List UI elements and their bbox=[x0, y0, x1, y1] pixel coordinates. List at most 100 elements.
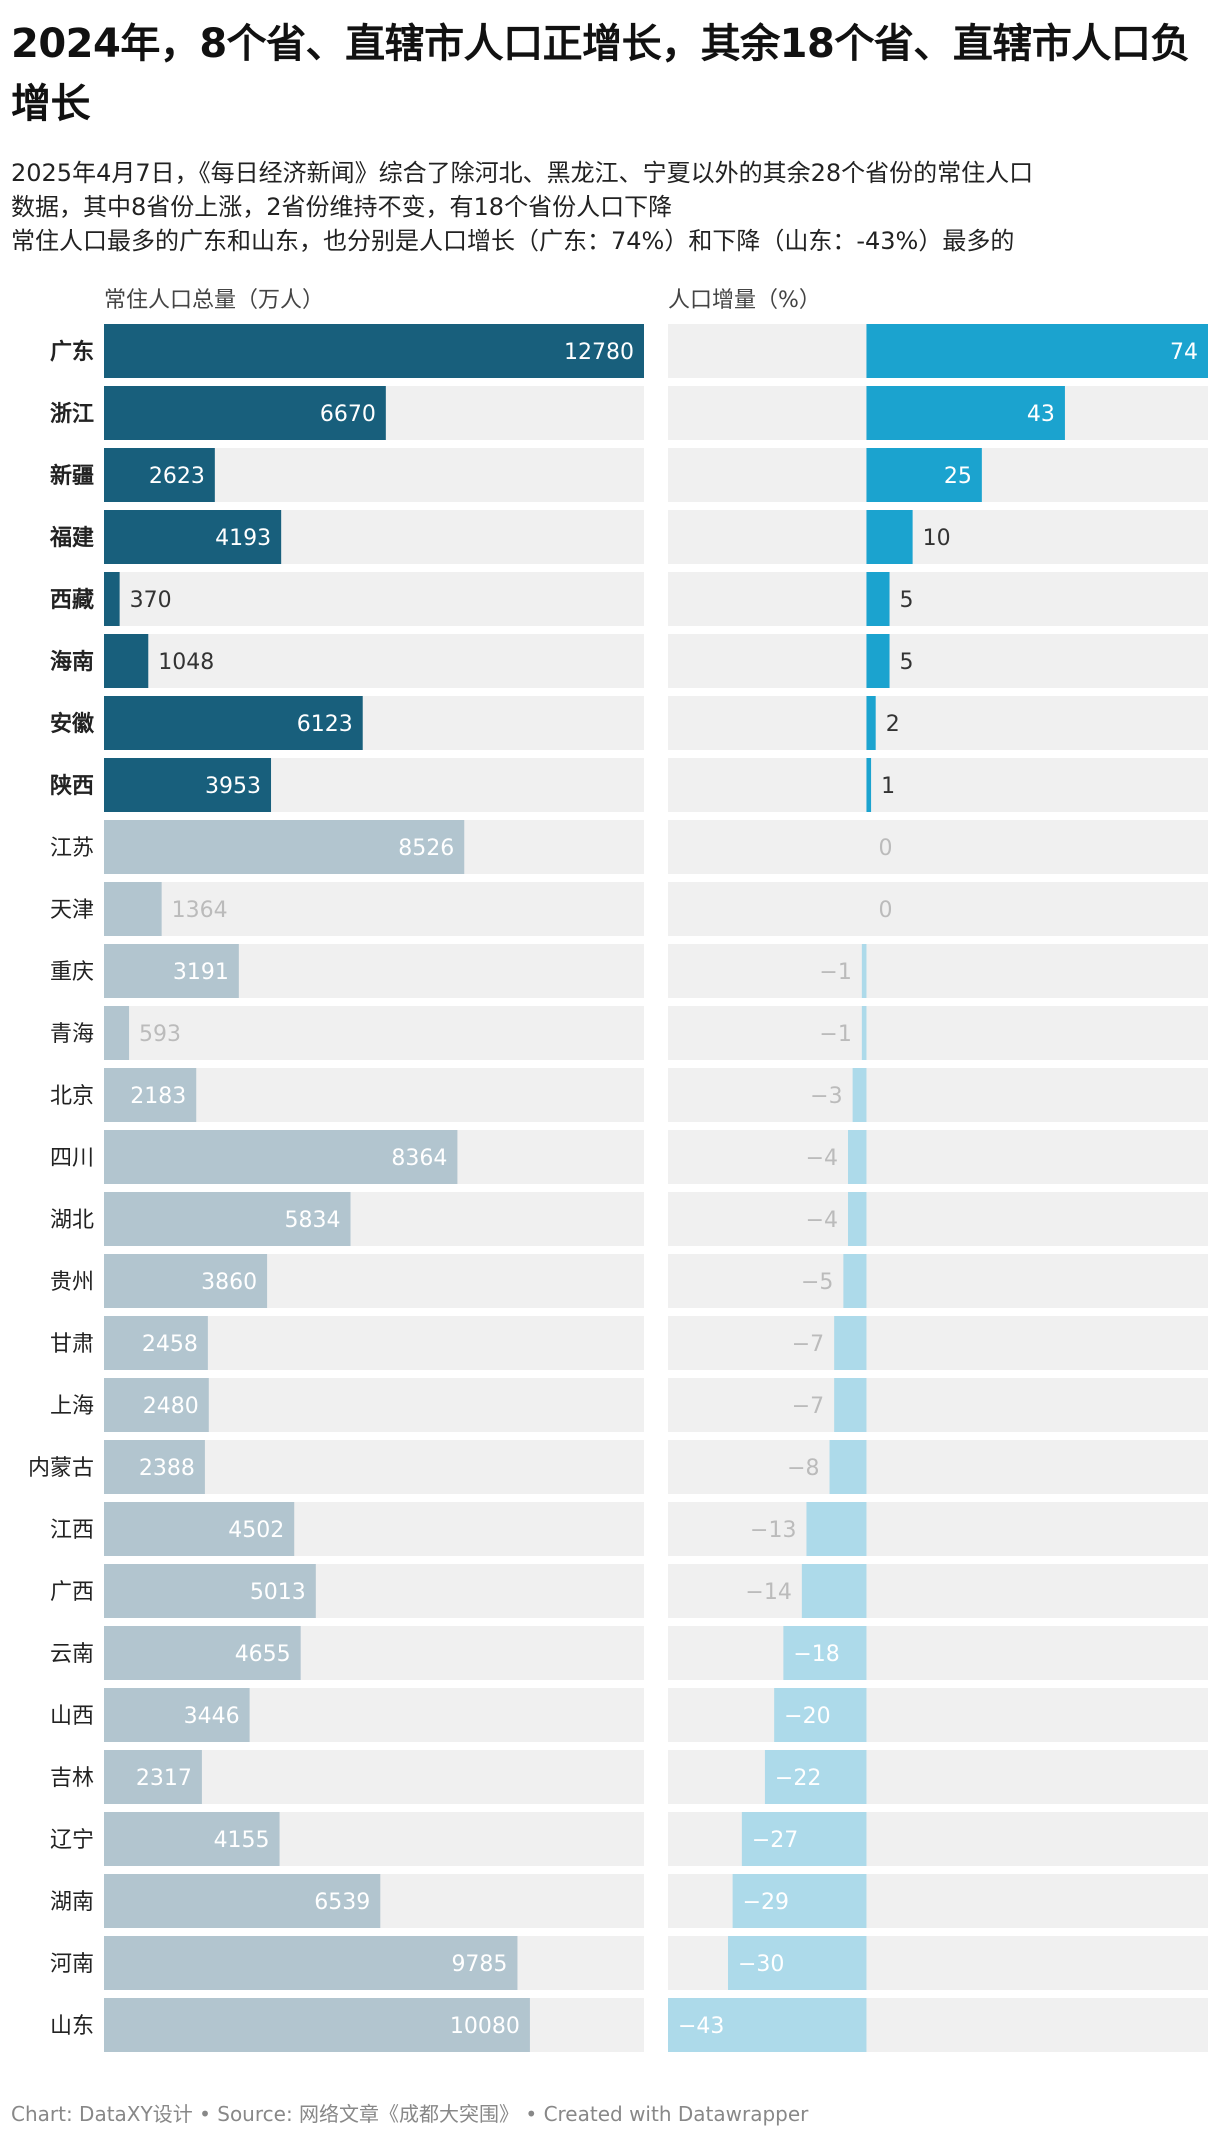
category-label: 北京 bbox=[50, 1084, 94, 1109]
population-bar bbox=[104, 1626, 301, 1680]
change-value-label: 74 bbox=[1170, 340, 1198, 365]
change-value-label: −29 bbox=[743, 1890, 789, 1915]
change-value-label: −4 bbox=[806, 1146, 838, 1171]
change-value-label: 5 bbox=[900, 650, 914, 675]
change-value-label: −20 bbox=[784, 1704, 830, 1729]
population-track bbox=[104, 634, 644, 688]
population-bar bbox=[104, 1440, 205, 1494]
population-bar bbox=[104, 696, 363, 750]
category-label: 贵州 bbox=[50, 1270, 94, 1295]
population-bar bbox=[104, 1378, 209, 1432]
change-value-label: −5 bbox=[801, 1270, 833, 1295]
change-bar bbox=[866, 386, 1065, 440]
change-track bbox=[668, 1192, 1208, 1246]
category-label: 内蒙古 bbox=[28, 1456, 94, 1481]
category-label: 陕西 bbox=[50, 774, 94, 799]
population-bar bbox=[104, 758, 272, 812]
change-value-label: 0 bbox=[878, 836, 892, 861]
change-bar bbox=[866, 634, 890, 688]
change-value-label: 43 bbox=[1027, 402, 1055, 427]
change-value-label: −43 bbox=[678, 2014, 724, 2039]
category-label: 湖南 bbox=[50, 1890, 94, 1915]
footer-separator: • bbox=[192, 2102, 218, 2126]
population-value-label: 4193 bbox=[215, 526, 271, 551]
population-bar bbox=[104, 1688, 250, 1742]
population-value-label: 8364 bbox=[391, 1146, 447, 1171]
category-label: 西藏 bbox=[50, 588, 94, 613]
population-bar bbox=[104, 1068, 197, 1122]
change-bar bbox=[834, 1316, 867, 1370]
chart-footer: Chart: DataXY设计 • Source: 网络文章《成都大突围》 • … bbox=[11, 2098, 808, 2127]
population-value-label: 9785 bbox=[451, 1952, 507, 1977]
change-track bbox=[668, 944, 1208, 998]
change-value-label: −1 bbox=[819, 1022, 851, 1047]
category-label: 海南 bbox=[50, 649, 94, 675]
population-track bbox=[104, 882, 644, 936]
change-track bbox=[668, 1316, 1208, 1370]
population-bar bbox=[104, 1750, 202, 1804]
category-label: 福建 bbox=[49, 526, 94, 551]
population-column-header: 常住人口总量（万人） bbox=[104, 288, 325, 313]
population-value-label: 6123 bbox=[297, 712, 353, 737]
change-value-label: −7 bbox=[792, 1332, 824, 1357]
change-track bbox=[668, 882, 1208, 936]
population-value-label: 1364 bbox=[172, 898, 228, 923]
change-track bbox=[668, 1440, 1208, 1494]
change-bar bbox=[801, 1564, 867, 1618]
footer-source: Source: 网络文章《成都大突围》 bbox=[217, 2102, 520, 2126]
population-bar bbox=[104, 1006, 130, 1060]
population-value-label: 4502 bbox=[228, 1518, 284, 1543]
population-bar bbox=[104, 944, 239, 998]
change-track bbox=[668, 1254, 1208, 1308]
change-value-label: 2 bbox=[886, 712, 900, 737]
change-value-label: −14 bbox=[745, 1580, 791, 1605]
category-label: 甘肃 bbox=[50, 1332, 94, 1357]
change-bar bbox=[852, 1068, 867, 1122]
footer-credit: Chart: DataXY设计 bbox=[11, 2102, 193, 2126]
change-bar bbox=[866, 696, 876, 750]
population-bar bbox=[104, 1130, 458, 1184]
change-track bbox=[668, 1068, 1208, 1122]
population-bar bbox=[104, 1254, 268, 1308]
change-bar bbox=[843, 1254, 867, 1308]
change-bar bbox=[774, 1688, 867, 1742]
population-value-label: 370 bbox=[130, 588, 172, 613]
change-value-label: 0 bbox=[878, 898, 892, 923]
change-value-label: 25 bbox=[944, 464, 972, 489]
change-value-label: −27 bbox=[752, 1828, 798, 1853]
population-value-label: 4655 bbox=[235, 1642, 291, 1667]
population-bar bbox=[104, 448, 215, 502]
category-label: 吉林 bbox=[50, 1766, 94, 1791]
population-bar bbox=[104, 1812, 280, 1866]
change-value-label: −13 bbox=[750, 1518, 796, 1543]
change-bar bbox=[848, 1192, 867, 1246]
change-bar bbox=[764, 1750, 867, 1804]
population-value-label: 2183 bbox=[130, 1084, 186, 1109]
change-track bbox=[668, 1750, 1208, 1804]
category-label: 云南 bbox=[50, 1642, 94, 1667]
population-value-label: 2480 bbox=[143, 1394, 199, 1419]
change-value-label: 5 bbox=[900, 588, 914, 613]
population-value-label: 6539 bbox=[314, 1890, 370, 1915]
change-bar bbox=[783, 1626, 867, 1680]
population-value-label: 5834 bbox=[285, 1208, 341, 1233]
change-track bbox=[668, 758, 1208, 812]
footer-separator: • bbox=[519, 2102, 544, 2126]
change-track bbox=[668, 1688, 1208, 1742]
category-label: 天津 bbox=[50, 898, 94, 923]
population-bar bbox=[104, 324, 644, 378]
population-value-label: 593 bbox=[139, 1022, 181, 1047]
population-value-label: 5013 bbox=[250, 1580, 306, 1605]
population-value-label: 12780 bbox=[564, 340, 634, 365]
change-bar bbox=[866, 448, 982, 502]
population-bar bbox=[104, 820, 465, 874]
category-label: 湖北 bbox=[50, 1208, 94, 1233]
population-bar bbox=[104, 1192, 351, 1246]
change-value-label: −1 bbox=[819, 960, 851, 985]
change-bar bbox=[848, 1130, 867, 1184]
subtitle-line: 常住人口最多的广东和山东，也分别是人口增长（广东：74%）和下降（山东：-43%… bbox=[11, 227, 1015, 255]
population-bar bbox=[104, 510, 282, 564]
change-bar bbox=[861, 1006, 867, 1060]
population-bar bbox=[104, 634, 149, 688]
